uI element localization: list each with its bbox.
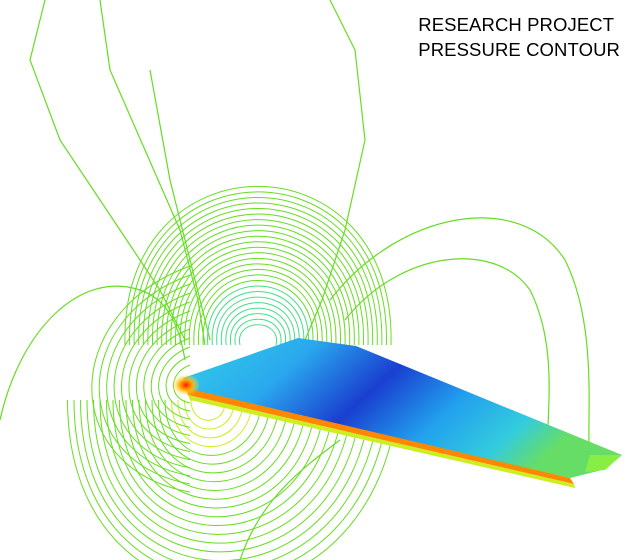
upper-contour-loop bbox=[193, 269, 323, 346]
outer-contour-line bbox=[304, 0, 366, 341]
lower-contour-loop bbox=[138, 399, 298, 491]
lower-contour-loop bbox=[99, 399, 353, 544]
lower-contour-loop bbox=[112, 399, 335, 527]
upper-contour-loop bbox=[129, 191, 387, 346]
upper-contour-loop bbox=[225, 307, 291, 346]
upper-contour-loop bbox=[138, 202, 378, 346]
left-contour-arc bbox=[165, 355, 191, 412]
left-contour-arc bbox=[143, 328, 191, 436]
upper-contour-loop bbox=[234, 318, 282, 346]
lower-contour-loop bbox=[171, 399, 253, 448]
upper-contour-loop bbox=[239, 324, 277, 346]
figure-caption: RESEARCH PROJECT PRESSURE CONTOUR bbox=[418, 12, 620, 62]
lower-contour-loop bbox=[119, 399, 326, 518]
leading-edge-band-outer bbox=[188, 395, 575, 488]
far-contour-line bbox=[344, 258, 550, 456]
lower-contour-loop bbox=[177, 399, 244, 439]
upper-contour-loop bbox=[156, 224, 360, 346]
stagnation-point bbox=[172, 374, 200, 396]
lower-contour-loop bbox=[86, 399, 371, 560]
upper-contour-loop bbox=[165, 235, 351, 346]
lower-contour-loop bbox=[80, 399, 380, 560]
upper-contour-loop bbox=[188, 263, 328, 346]
upper-contour-loop bbox=[211, 291, 305, 346]
lower-contour-loop bbox=[151, 399, 280, 474]
contour-lines bbox=[0, 0, 591, 560]
lower-contour-loop bbox=[145, 399, 289, 483]
upper-contour-loop bbox=[198, 274, 318, 346]
caption-line-pressure: PRESSURE CONTOUR bbox=[418, 39, 620, 60]
upper-contour-loop bbox=[179, 252, 337, 346]
lower-contour-loop bbox=[190, 399, 226, 421]
wing-tip bbox=[585, 455, 622, 472]
upper-contour-loop bbox=[230, 313, 286, 346]
upper-contour-loop bbox=[161, 230, 355, 346]
left-contour-arc bbox=[135, 319, 191, 444]
left-contour-arc bbox=[91, 265, 191, 493]
lower-contour-loop bbox=[67, 399, 398, 560]
far-contour-line bbox=[239, 439, 341, 560]
lower-contour-loop bbox=[106, 399, 344, 535]
outer-contour-line bbox=[29, 0, 186, 341]
left-contour-arc bbox=[150, 337, 191, 428]
upper-contour-loop bbox=[124, 186, 392, 346]
upper-contour-loop bbox=[133, 196, 383, 346]
left-contour-arc bbox=[113, 292, 191, 469]
upper-contour-loop bbox=[202, 279, 314, 346]
upper-contour-loop bbox=[142, 208, 374, 346]
left-contour-arc bbox=[128, 310, 191, 453]
leading-edge-band bbox=[186, 388, 574, 484]
upper-contour-loop bbox=[221, 302, 295, 346]
wing-upper-surface bbox=[183, 338, 622, 478]
left-contour-arc bbox=[158, 346, 191, 420]
upper-contour-loop bbox=[170, 241, 346, 346]
left-contour-arc bbox=[98, 274, 191, 485]
far-contour-line bbox=[329, 217, 591, 461]
upper-contour-loop bbox=[152, 219, 364, 346]
upper-contour-loop bbox=[207, 285, 309, 346]
wing-surface bbox=[172, 338, 622, 488]
outer-contour-line bbox=[149, 69, 211, 341]
upper-contour-loop bbox=[216, 296, 300, 346]
lower-contour-loop bbox=[158, 399, 271, 465]
upper-contour-loop bbox=[175, 246, 341, 346]
lower-contour-loop bbox=[73, 399, 389, 560]
lower-contour-loop bbox=[93, 399, 362, 553]
left-contour-arc bbox=[106, 283, 191, 477]
far-contour-line bbox=[0, 285, 186, 421]
left-contour-arc bbox=[121, 301, 191, 461]
caption-line-research: RESEARCH PROJECT bbox=[418, 14, 615, 35]
lower-contour-loop bbox=[164, 399, 262, 456]
upper-contour-loop bbox=[147, 213, 369, 346]
upper-contour-loop bbox=[184, 257, 332, 346]
